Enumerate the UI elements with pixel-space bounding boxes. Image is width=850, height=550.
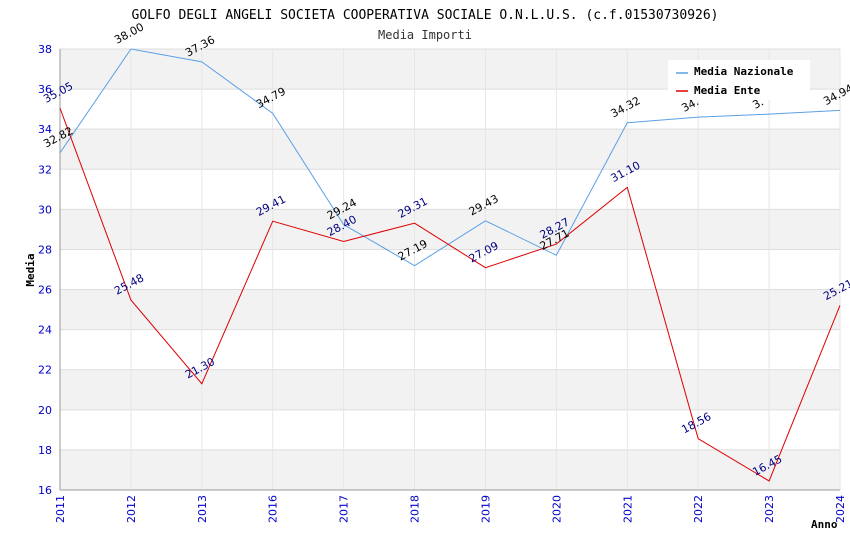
y-tick-labels: 16 18 20 22 24 26 28 30 32 34 36 38 bbox=[38, 43, 52, 497]
y-tick-label: 20 bbox=[38, 404, 52, 417]
series-line-media-ente bbox=[59, 107, 841, 482]
data-label: 34.32 bbox=[609, 94, 643, 120]
x-tick-label: 2022 bbox=[692, 495, 705, 523]
gridlines bbox=[59, 48, 841, 491]
chart-title: GOLFO DEGLI ANGELI SOCIETA COOPERATIVA S… bbox=[132, 8, 719, 23]
background-bands bbox=[60, 49, 840, 490]
series-line-media-nazionale bbox=[59, 48, 841, 267]
y-tick-label: 16 bbox=[38, 484, 52, 497]
y-tick-label: 26 bbox=[38, 284, 52, 297]
y-tick-label: 32 bbox=[38, 163, 52, 176]
legend: Media Nazionale Media Ente bbox=[668, 60, 810, 100]
x-tick-label: 2018 bbox=[409, 495, 422, 523]
x-tick-label: 2012 bbox=[125, 495, 138, 523]
x-tick-label: 2011 bbox=[54, 495, 67, 523]
y-tick-label: 30 bbox=[38, 203, 52, 216]
series-lines bbox=[59, 48, 841, 482]
data-label: 38.00 bbox=[112, 20, 146, 46]
x-tick-label: 2021 bbox=[621, 495, 634, 523]
x-tick-label: 2013 bbox=[196, 495, 209, 523]
legend-label-media-nazionale: Media Nazionale bbox=[694, 65, 794, 78]
band bbox=[60, 289, 840, 330]
x-axis-label: Anno bbox=[811, 518, 838, 531]
y-tick-label: 36 bbox=[38, 83, 52, 96]
x-tick-label: 2024 bbox=[834, 495, 847, 523]
x-tick-label: 2023 bbox=[763, 495, 776, 523]
x-tick-label: 2020 bbox=[550, 495, 563, 523]
y-tick-label: 18 bbox=[38, 444, 52, 457]
band bbox=[60, 129, 840, 170]
band bbox=[60, 369, 840, 410]
y-axis-label: Media bbox=[24, 253, 37, 286]
y-tick-label: 34 bbox=[38, 123, 52, 136]
y-tick-label: 22 bbox=[38, 364, 52, 377]
band bbox=[60, 449, 840, 490]
y-tick-label: 28 bbox=[38, 243, 52, 256]
x-tick-label: 2017 bbox=[338, 495, 351, 523]
y-tick-label: 24 bbox=[38, 324, 52, 337]
legend-label-media-ente: Media Ente bbox=[694, 84, 761, 97]
chart-subtitle: Media Importi bbox=[378, 28, 472, 42]
x-tick-label: 2016 bbox=[267, 495, 280, 523]
x-tick-labels: 2011 2012 2013 2016 2017 2018 2019 2020 2021 2022… bbox=[54, 495, 847, 523]
y-tick-label: 38 bbox=[38, 43, 52, 56]
x-tick-label: 2019 bbox=[479, 495, 492, 523]
legend-box bbox=[668, 60, 810, 100]
